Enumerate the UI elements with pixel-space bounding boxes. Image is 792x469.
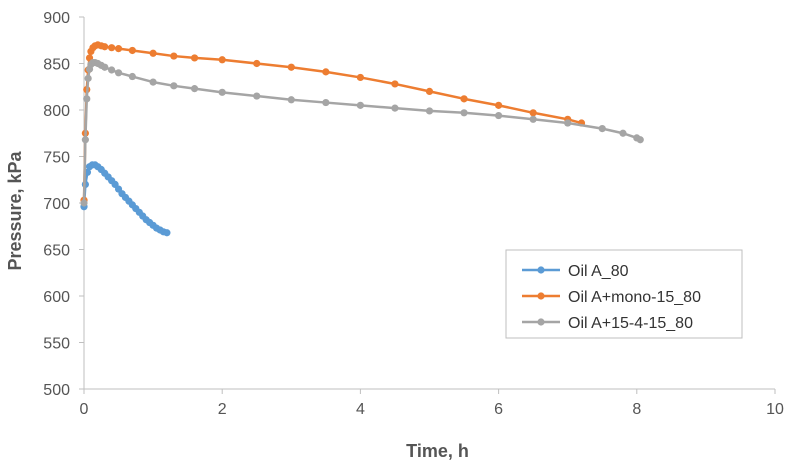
data-point [149, 78, 157, 86]
data-point [564, 119, 572, 127]
data-point [598, 125, 606, 133]
legend: Oil A_80 Oil A+mono-15_80 Oil A+15-4-15_80 [505, 249, 743, 339]
data-point [218, 88, 226, 96]
legend-item: Oil A+15-4-15_80 [522, 315, 693, 332]
data-point [287, 63, 295, 71]
data-point [460, 95, 468, 103]
data-point [114, 45, 123, 53]
data-point [619, 129, 627, 137]
data-point [80, 199, 88, 207]
data-point [128, 72, 136, 81]
x-tick-label: 4 [356, 401, 365, 418]
data-point [322, 68, 330, 76]
series-layer [80, 41, 644, 237]
y-tick-label: 700 [43, 196, 70, 213]
data-point [356, 73, 364, 82]
data-point [108, 44, 116, 52]
data-point [356, 101, 364, 109]
x-tick-label: 0 [80, 401, 89, 418]
legend-label: Oil A+mono-15_80 [568, 289, 701, 306]
data-point [170, 82, 178, 90]
data-point [495, 111, 503, 120]
data-point [108, 66, 116, 74]
data-point [190, 85, 199, 93]
data-point [253, 59, 261, 68]
x-axis-title: Time, h [406, 441, 469, 461]
legend-item: Oil A+mono-15_80 [522, 289, 701, 306]
data-point [391, 80, 399, 88]
y-tick-label: 650 [43, 243, 70, 260]
legend-label: Oil A+15-4-15_80 [568, 315, 693, 332]
x-tick-label: 10 [766, 401, 784, 418]
y-tick-label: 900 [43, 10, 70, 27]
data-point [128, 46, 136, 55]
data-point [636, 136, 644, 144]
series-line [82, 43, 583, 202]
y-tick-label: 600 [43, 289, 70, 306]
data-point [101, 63, 109, 71]
axes-layer: 0 2 4 6 8 10 500 550 600 650 700 750 800 850 900 [43, 10, 784, 418]
x-tick-label: 2 [218, 401, 227, 418]
data-point [425, 107, 434, 115]
data-point [163, 229, 171, 237]
y-tick-label: 750 [43, 150, 70, 167]
series-3 [80, 58, 644, 207]
series-line [82, 61, 642, 205]
data-point [83, 95, 91, 103]
data-point [114, 69, 123, 77]
data-point [218, 56, 226, 64]
data-point [495, 101, 503, 109]
x-tick-label: 8 [632, 401, 641, 418]
y-tick-label: 850 [43, 57, 70, 74]
data-point [391, 104, 399, 112]
data-point [149, 49, 157, 57]
data-point [170, 52, 178, 60]
data-point [84, 74, 92, 82]
legend-item: Oil A_80 [522, 263, 629, 280]
x-tick-label: 6 [494, 401, 503, 418]
data-point [190, 54, 199, 62]
data-point [253, 92, 261, 100]
legend-swatch-marker [537, 292, 545, 300]
data-point [322, 98, 330, 107]
legend-label: Oil A_80 [568, 263, 629, 280]
data-point [529, 115, 537, 123]
data-point [81, 136, 89, 144]
series-2 [80, 41, 586, 204]
series-1 [80, 161, 171, 237]
legend-swatch-marker [537, 318, 545, 326]
y-axis-title: Pressure, kPa [5, 150, 25, 270]
legend-swatch-marker [537, 266, 545, 274]
data-point [101, 43, 109, 51]
legend-box [505, 249, 743, 339]
data-point [425, 87, 434, 95]
data-point [287, 96, 295, 104]
data-point [529, 109, 537, 117]
y-tick-label: 500 [43, 382, 70, 399]
y-tick-label: 800 [43, 103, 70, 120]
data-point [460, 109, 468, 117]
y-tick-label: 550 [43, 336, 70, 353]
